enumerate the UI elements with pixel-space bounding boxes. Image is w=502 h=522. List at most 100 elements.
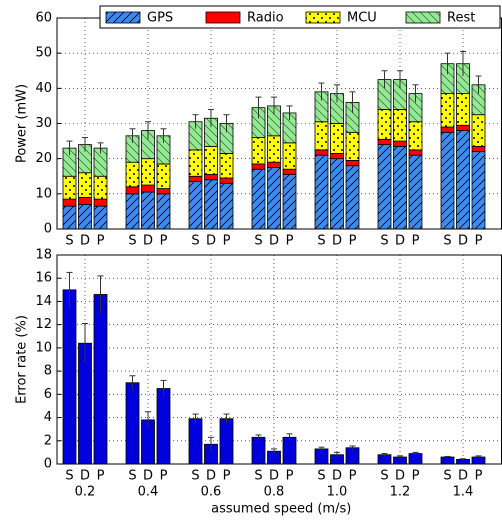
x-tick-label: P — [286, 234, 294, 249]
legend-box — [99, 5, 501, 29]
bar — [314, 448, 329, 465]
bar — [188, 418, 203, 465]
bar-segment — [125, 186, 140, 195]
y-tick-label: 20 — [35, 151, 52, 166]
bar-segment — [345, 165, 360, 230]
bar-segment — [471, 114, 486, 147]
bar-segment — [330, 158, 344, 230]
error-bar — [160, 379, 167, 397]
x-tick-label: S — [380, 234, 388, 249]
error-bar — [192, 413, 199, 424]
y-tick-label: 10 — [35, 186, 52, 201]
bar-segment — [408, 149, 423, 156]
error-bar — [223, 413, 230, 424]
x-tick-label: P — [97, 234, 105, 249]
x-group-label: 0.8 — [264, 485, 285, 500]
y-tick-label: 6 — [44, 387, 52, 402]
x-tick-label: S — [443, 234, 451, 249]
y-tick-label: 40 — [35, 81, 52, 96]
error-bar — [381, 70, 388, 89]
error-bar — [160, 128, 167, 143]
x-tick-label: S — [254, 469, 262, 484]
bar-segment — [62, 198, 77, 207]
bar-segment — [440, 131, 455, 230]
x-tick-label: S — [380, 469, 388, 484]
y-axis-label: Power (mW) — [15, 84, 30, 163]
bar-segment — [251, 168, 266, 230]
bar-segment — [188, 175, 203, 182]
error-bar — [192, 114, 199, 129]
error-bar — [397, 70, 403, 89]
error-bar — [475, 75, 482, 94]
error-bar — [412, 451, 419, 455]
bar-segment — [156, 163, 171, 189]
error-bar — [97, 142, 104, 154]
bar-segment — [393, 145, 407, 230]
error-bar — [129, 375, 136, 390]
legend-swatch — [205, 11, 241, 24]
x-tick-label: D — [80, 234, 90, 249]
y-tick-label: 4 — [44, 410, 52, 425]
bar-segment — [141, 158, 155, 186]
x-tick-label: P — [286, 469, 294, 484]
x-tick-label: D — [206, 234, 216, 249]
y-tick-label: 14 — [35, 294, 52, 309]
x-tick-label: D — [80, 469, 90, 484]
x-tick-label: S — [254, 234, 262, 249]
bar-segment — [456, 130, 470, 230]
bar-segment — [393, 140, 407, 147]
error-bar — [349, 91, 356, 113]
x-tick-label: D — [206, 469, 216, 484]
bar-segment — [219, 152, 234, 179]
x-group-label: 1.2 — [390, 485, 411, 500]
bar-segment — [251, 137, 266, 165]
error-bar — [271, 448, 277, 454]
bar-segment — [440, 126, 455, 133]
bar-segment — [78, 203, 92, 230]
bar-segment — [456, 93, 470, 126]
x-group-label: 0.4 — [138, 485, 159, 500]
bar — [93, 294, 108, 465]
bar — [345, 447, 360, 465]
x-tick-label: P — [160, 234, 168, 249]
error-bar — [460, 458, 466, 460]
bar-segment — [125, 193, 140, 230]
x-tick-label: S — [128, 469, 136, 484]
x-axis-label: assumed speed (m/s) — [211, 502, 351, 517]
x-tick-label: P — [412, 469, 420, 484]
y-tick-label: 60 — [35, 11, 52, 26]
error-bar — [318, 82, 325, 101]
error-bar — [397, 455, 403, 459]
bar-segment — [93, 175, 108, 200]
bar-segment — [204, 145, 218, 175]
x-tick-label: P — [475, 234, 483, 249]
legend-label: GPS — [147, 11, 173, 26]
bar — [377, 454, 392, 465]
x-group-label: 1.0 — [327, 485, 348, 500]
error-bar — [444, 52, 451, 75]
legend-label: Radio — [247, 11, 284, 26]
bar-segment — [314, 154, 329, 230]
y-tick-label: 16 — [35, 271, 52, 286]
bar-segment — [62, 205, 77, 230]
bar-segment — [251, 163, 266, 170]
error-bar — [129, 128, 136, 143]
bar-segment — [345, 131, 360, 161]
x-group-label: 0.6 — [201, 485, 222, 500]
bar-segment — [330, 152, 344, 160]
y-tick-label: 2 — [44, 433, 52, 448]
y-tick-label: 12 — [35, 317, 52, 332]
x-group-label: 0.2 — [75, 485, 96, 500]
y-tick-label: 0 — [44, 222, 52, 237]
y-tick-label: 8 — [44, 364, 52, 379]
error-bar — [349, 445, 356, 450]
x-tick-label: D — [143, 234, 153, 249]
y-tick-label: 30 — [35, 116, 52, 131]
x-tick-label: D — [395, 234, 405, 249]
x-tick-label: S — [128, 234, 136, 249]
legend: GPS Radio MCU Rest — [99, 5, 501, 29]
bar-segment — [408, 154, 423, 230]
y-tick-label: 18 — [35, 248, 52, 263]
x-tick-label: D — [332, 234, 342, 249]
bar-segment — [314, 121, 329, 151]
